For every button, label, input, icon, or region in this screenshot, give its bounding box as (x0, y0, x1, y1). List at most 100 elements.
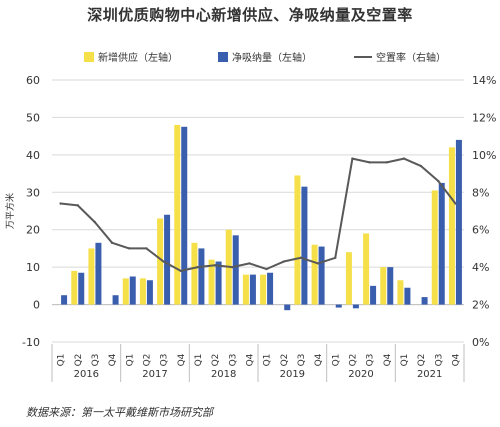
vacancy-point (316, 262, 320, 265)
year-label: 2021 (417, 369, 442, 380)
bar-supply (122, 278, 129, 305)
bar-absorption (215, 261, 222, 305)
x-tick-label: Q4 (245, 353, 255, 366)
x-tick-label: Q1 (194, 354, 204, 367)
y-tick-label: 20 (26, 224, 40, 237)
y-tick-label: -10 (22, 336, 40, 349)
bar-absorption (78, 272, 85, 305)
series-line-vacancy (60, 157, 457, 272)
bar-absorption (232, 235, 239, 305)
vacancy-point (93, 221, 97, 224)
y2-tick-label: 12% (472, 111, 496, 124)
x-tick-label: Q2 (74, 354, 84, 367)
bar-supply (174, 124, 181, 305)
bar-supply (208, 259, 215, 305)
x-tick-label: Q4 (314, 353, 324, 366)
vacancy-point (368, 161, 371, 164)
x-tick-label: Q3 (160, 354, 170, 367)
y2-tick-label: 8% (472, 186, 489, 199)
x-tick-label: Q3 (297, 354, 307, 367)
y-axis-label: 万平方米 (4, 193, 16, 229)
bar-supply (294, 175, 301, 305)
x-tick-label: Q3 (434, 354, 444, 367)
vacancy-point (162, 260, 165, 263)
bar-supply (345, 252, 352, 305)
x-tick-label: Q3 (91, 354, 101, 367)
bar-supply (311, 244, 318, 305)
year-label: 2018 (211, 369, 236, 380)
x-tick-label: Q3 (228, 354, 238, 367)
y2-tick-label: 10% (472, 149, 496, 162)
year-label: 2017 (142, 369, 167, 380)
x-tick-label: Q1 (400, 354, 410, 367)
legend-label: 新增供应（左轴） (98, 51, 178, 64)
vacancy-point (454, 202, 457, 205)
chart-title: 深圳优质购物中心新增供应、净吸纳量及空置率 (87, 6, 413, 24)
vacancy-point (179, 269, 182, 273)
x-tick-label: Q4 (177, 353, 187, 366)
bar-absorption (164, 214, 171, 305)
bar-absorption (284, 304, 291, 311)
bar-absorption (370, 285, 377, 305)
x-tick-label: Q1 (125, 354, 135, 367)
bar-absorption (61, 295, 68, 305)
bar-supply (380, 267, 387, 305)
bar-absorption (455, 139, 462, 305)
year-label: 2020 (348, 369, 373, 380)
vacancy-point (145, 247, 148, 250)
y-tick-label: 10 (26, 261, 40, 274)
vacancy-point (419, 164, 423, 168)
bar-absorption (404, 287, 411, 305)
vacancy-point (59, 202, 62, 205)
bar-supply (139, 278, 146, 305)
vacancy-point (351, 157, 354, 160)
legend-label: 净吸纳量（左轴） (232, 51, 312, 64)
legend-swatch (218, 52, 228, 62)
x-tick-label: Q4 (108, 353, 118, 366)
x-tick-label: Q2 (417, 354, 427, 367)
vacancy-point (248, 262, 251, 265)
bar-absorption (421, 297, 428, 305)
bar-absorption (146, 280, 153, 305)
y-tick-label: 30 (26, 186, 40, 199)
legend-swatch (84, 52, 94, 62)
bar-supply (242, 274, 249, 305)
legend-label: 空置率（右轴） (376, 51, 446, 64)
bar-absorption (301, 186, 308, 305)
bar-supply (397, 280, 404, 305)
bar-absorption (438, 182, 445, 305)
y2-tick-label: 14% (472, 74, 496, 87)
year-label: 2019 (280, 369, 305, 380)
vacancy-point (334, 256, 337, 259)
bar-supply (363, 233, 370, 305)
vacancy-point (231, 265, 234, 269)
x-tick-label: Q2 (280, 354, 290, 367)
bar-supply (431, 190, 438, 305)
source-note: 数据来源：第一太平戴维斯市场研究部 (26, 406, 213, 419)
vacancy-point (282, 260, 285, 263)
bar-absorption (181, 126, 188, 305)
y-tick-label: 50 (26, 111, 40, 124)
y2-tick-label: 6% (472, 224, 489, 237)
bar-supply (71, 270, 78, 305)
y-tick-label: 40 (26, 149, 40, 162)
vacancy-point (265, 267, 268, 271)
bar-absorption (129, 276, 136, 305)
bar-absorption (198, 248, 205, 305)
y2-tick-label: 2% (472, 299, 489, 312)
x-tick-label: Q1 (331, 354, 341, 367)
y-tick-label: 0 (33, 299, 40, 312)
bar-absorption (112, 295, 119, 305)
x-tick-label: Q1 (57, 354, 67, 367)
bar-supply (88, 248, 95, 305)
x-tick-label: Q4 (383, 353, 393, 366)
x-tick-label: Q1 (263, 354, 273, 367)
bar-absorption (352, 304, 359, 309)
vacancy-point (402, 157, 406, 160)
bar-absorption (335, 304, 342, 308)
bar-supply (157, 218, 164, 305)
bar-absorption (267, 272, 274, 305)
vacancy-point (213, 264, 217, 267)
x-tick-label: Q3 (366, 354, 376, 367)
